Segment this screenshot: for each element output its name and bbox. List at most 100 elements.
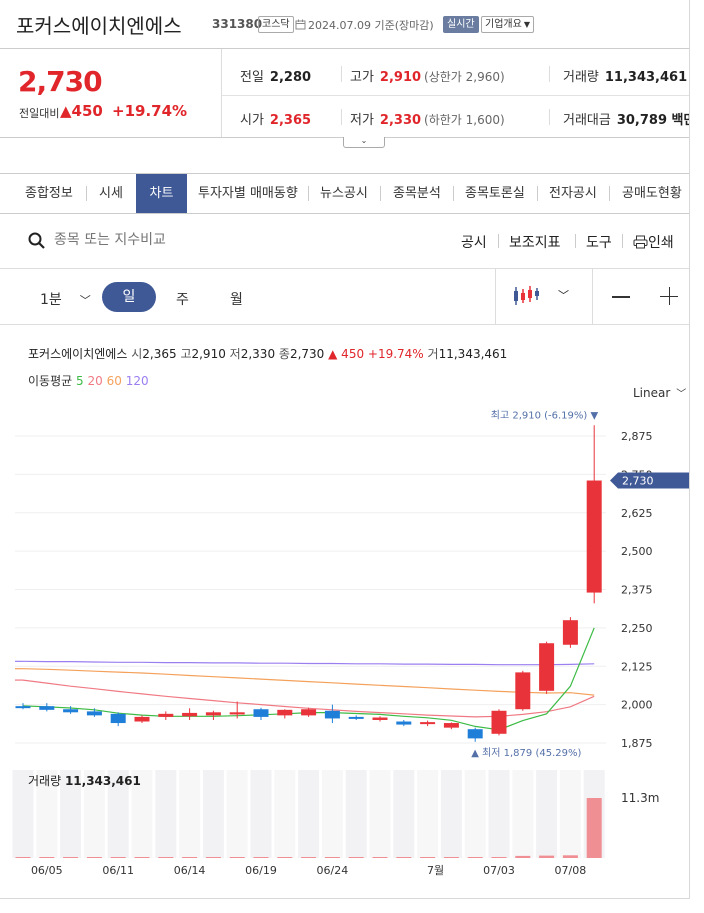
company-overview-button[interactable]: 기업개요 ▼ [481, 16, 534, 33]
candle-body [86, 711, 102, 716]
volume-bar [372, 857, 388, 858]
collapse-button[interactable]: ⌄ [343, 137, 385, 148]
tab-news[interactable]: 뉴스공시 [320, 186, 368, 201]
y-tick-label: 2,125 [621, 660, 653, 673]
price-change-pct: +19.74% [112, 102, 188, 120]
stat-label: 전일 [240, 70, 264, 85]
y-tick-label: 2,875 [621, 430, 653, 443]
volume-bg-column [202, 770, 224, 858]
legend-close-key: 종 [278, 347, 290, 361]
x-tick-label: 06/19 [245, 864, 277, 877]
scale-mode-dropdown[interactable]: Linear ﹀ [633, 385, 686, 400]
tab-short-selling[interactable]: 공매도현황 [622, 186, 682, 201]
ma5-label: 5 [76, 374, 84, 388]
candlestick-type-icon[interactable] [513, 285, 539, 307]
period-week[interactable]: 주 [176, 292, 189, 308]
stats-sep [341, 66, 342, 82]
stat-prev-close: 전일 2,280 [240, 66, 311, 85]
min-price-annotation: ▲ 최저 1,879 (45.29%) [471, 747, 581, 759]
compare-search-input[interactable] [52, 231, 256, 249]
candle-body [396, 721, 412, 725]
tab-separator [537, 186, 538, 201]
moving-average-legend: 이동평균 5 20 60 120 [28, 372, 149, 389]
volume-bar [182, 857, 198, 858]
volume-bar [515, 855, 531, 858]
volume-bg-column [83, 770, 105, 858]
search-icon[interactable] [28, 232, 45, 249]
x-tick-label: 06/24 [317, 864, 349, 877]
realtime-badge[interactable]: 실시간 [443, 16, 479, 33]
chevron-down-icon: ⌄ [360, 136, 368, 145]
stat-high: 고가 2,910 (상한가 2,960) [350, 66, 505, 85]
price-panel: 2,730 전일대비 ▲450 +19.74% [0, 49, 222, 137]
zoom-in-button[interactable] [660, 287, 678, 305]
stats-sep [341, 109, 342, 125]
stats-divider [222, 95, 689, 96]
legend-open-key: 시 [131, 347, 143, 361]
volume-bar [301, 857, 317, 858]
volume-bar [491, 857, 507, 858]
print-button[interactable]: 인쇄 [633, 232, 674, 252]
volume-bar [586, 798, 602, 858]
volume-bg-column [488, 770, 510, 858]
legend-open: 2,365 [142, 347, 177, 361]
candle-body [63, 709, 79, 713]
y-tick-label: 2,375 [621, 584, 653, 597]
volume-label: 거래량 11,343,461 [28, 774, 141, 788]
tab-separator [86, 186, 87, 201]
print-label: 인쇄 [648, 235, 674, 251]
volume-bar [348, 857, 364, 858]
tab-chart[interactable]: 차트 [136, 174, 187, 213]
y-tick-label: 2,625 [621, 507, 653, 520]
candle-body [562, 620, 578, 645]
volume-bg-column [417, 770, 439, 858]
tab-analysis[interactable]: 종목분석 [393, 186, 441, 201]
volume-bar [86, 857, 102, 858]
chevron-down-icon: ﹀ [79, 294, 91, 307]
current-price-label: 2,730 [622, 475, 654, 488]
candle-body [301, 709, 317, 716]
volume-bg-column [464, 770, 486, 858]
price-chart[interactable]: 2,8752,7502,6252,5002,3752,2502,1252,000… [0, 325, 689, 898]
stock-name: 포커스에이치엔에스 [16, 14, 182, 38]
max-price-annotation: 최고 2,910 (-6.19%) ▼ [491, 409, 599, 421]
candle-body [15, 706, 31, 709]
volume-bg-column [155, 770, 177, 858]
stat-label: 시가 [240, 113, 264, 128]
y-tick-label: 1,875 [621, 737, 653, 750]
chevron-down-icon[interactable]: ﹀ [558, 289, 569, 302]
tab-disclosure[interactable]: 전자공시 [549, 186, 597, 201]
volume-bg-column [107, 770, 129, 858]
x-tick-label: 7월 [427, 864, 444, 877]
candle-body [158, 713, 174, 717]
y-tick-label: 2,250 [621, 622, 653, 635]
candle-body [467, 729, 483, 739]
title-bar: 포커스에이치엔에스 331380 코스닥 2024.07.09 기준(장마감) … [0, 0, 689, 49]
indicator-button[interactable]: 보조지표 [509, 235, 561, 251]
tab-discussion[interactable]: 종목토론실 [465, 186, 525, 201]
tab-quotes[interactable]: 시세 [99, 186, 123, 201]
volume-bg-column [60, 770, 82, 858]
zoom-out-button[interactable] [612, 296, 630, 298]
volume-bg-column [179, 770, 201, 858]
tab-investor-trading[interactable]: 투자자별 매매동향 [198, 186, 298, 201]
period-month[interactable]: 월 [230, 292, 243, 308]
tool-separator [575, 234, 576, 248]
tab-separator [453, 186, 454, 201]
x-tick-label: 06/11 [102, 864, 134, 877]
volume-bar [253, 857, 269, 858]
period-minute[interactable]: 1분 ﹀ [40, 289, 91, 309]
tab-overview[interactable]: 종합정보 [25, 186, 73, 201]
candle-body [539, 643, 555, 691]
candle-body [229, 712, 245, 715]
candle-body [110, 713, 126, 724]
volume-bar [134, 857, 150, 858]
volume-bg-column [559, 770, 581, 858]
tool-button[interactable]: 도구 [586, 235, 612, 251]
stat-label: 거래대금 [563, 113, 611, 128]
period-day[interactable]: 일 [102, 282, 156, 312]
disclosure-button[interactable]: 공시 [461, 235, 487, 251]
ma120-line [22, 660, 595, 666]
legend-name: 포커스에이치엔에스 [28, 347, 128, 361]
volume-bar [539, 855, 555, 858]
